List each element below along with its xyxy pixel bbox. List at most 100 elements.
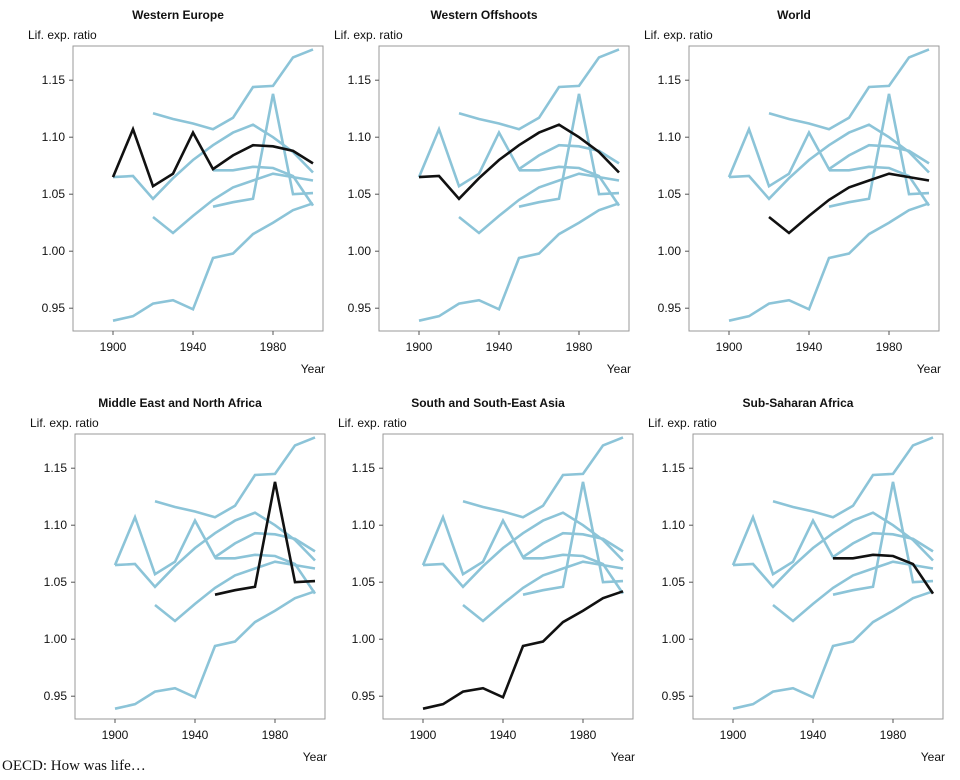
series-line <box>732 590 934 710</box>
x-tick-label: 1980 <box>260 340 287 354</box>
chart-svg: 0.95 1.00 1.05 1.10 1.15 1900 1940 1980 Year <box>658 45 941 376</box>
y-axis-label: Lif. exp. ratio <box>648 416 717 430</box>
series-line <box>112 123 314 201</box>
panel-title: World <box>777 8 811 22</box>
x-tick-label: 1900 <box>720 728 747 742</box>
x-axis-label: Year <box>301 362 325 376</box>
x-axis-label: Year <box>611 750 635 764</box>
panel-title: Western Europe <box>132 8 224 22</box>
series-line <box>772 436 934 519</box>
y-tick-label: 1.15 <box>348 73 372 87</box>
x-tick-label: 1900 <box>102 728 129 742</box>
y-tick-label: 1.05 <box>44 575 68 589</box>
y-axis-label: Lif. exp. ratio <box>334 28 403 42</box>
x-tick-label: 1940 <box>486 340 513 354</box>
y-tick-label: 1.15 <box>352 461 376 475</box>
x-axis-label: Year <box>607 362 631 376</box>
x-tick-label: 1900 <box>100 340 127 354</box>
highlighted-series-line <box>833 553 935 595</box>
y-tick-label: 0.95 <box>352 689 376 703</box>
x-tick-label: 1940 <box>800 728 827 742</box>
y-tick-label: 0.95 <box>44 689 68 703</box>
y-tick-label: 1.05 <box>658 187 682 201</box>
plot-area <box>382 433 634 720</box>
series-line <box>152 48 314 131</box>
y-axis-label: Lif. exp. ratio <box>30 416 99 430</box>
y-tick-label: 1.00 <box>658 244 682 258</box>
highlighted-series-line <box>111 125 314 189</box>
series-line <box>152 172 314 235</box>
series-line <box>462 560 624 623</box>
y-tick-label: 1.10 <box>348 130 372 144</box>
highlighted-series-line <box>418 123 620 201</box>
x-tick-label: 1900 <box>410 728 437 742</box>
panel-title: South and South-East Asia <box>411 396 565 410</box>
chart-svg: 0.95 1.00 1.05 1.10 1.15 1900 1940 1980 Year <box>44 433 327 764</box>
series-line <box>422 511 624 589</box>
y-tick-label: 1.10 <box>42 130 66 144</box>
series-line <box>522 481 624 596</box>
panel-title: Middle East and North Africa <box>98 396 262 410</box>
y-tick-label: 0.95 <box>42 301 66 315</box>
series-line <box>114 511 316 589</box>
series-line <box>832 481 934 596</box>
chart-panel-western-offshoots: Western Offshoots Lif. exp. ratio 0.95 1.… <box>334 8 634 378</box>
x-tick-label: 1900 <box>716 340 743 354</box>
series-line <box>154 560 316 623</box>
series-line <box>829 165 931 207</box>
chart-panel-south-southeast-asia: South and South-East Asia Lif. exp. rati… <box>338 396 638 766</box>
series-line <box>772 560 934 623</box>
y-tick-label: 1.05 <box>352 575 376 589</box>
x-axis-label: Year <box>921 750 945 764</box>
y-tick-label: 1.15 <box>658 73 682 87</box>
x-tick-label: 1980 <box>876 340 903 354</box>
series-line <box>732 511 934 589</box>
y-tick-label: 1.05 <box>662 575 686 589</box>
x-tick-label: 1940 <box>796 340 823 354</box>
series-line <box>462 436 624 519</box>
highlighted-series-line <box>214 481 316 596</box>
y-tick-label: 1.00 <box>352 632 376 646</box>
source-note: OECD: How was life… <box>2 758 146 774</box>
x-tick-label: 1980 <box>570 728 597 742</box>
panel-title: Western Offshoots <box>430 8 538 22</box>
chart-panel-middle-east-north-africa: Middle East and North Africa Lif. exp. r… <box>30 396 330 766</box>
series-line <box>458 172 620 235</box>
panel-title: Sub-Saharan Africa <box>742 396 854 410</box>
series-line <box>112 202 314 322</box>
series-line <box>728 123 930 201</box>
x-axis-label: Year <box>303 750 327 764</box>
y-axis-label: Lif. exp. ratio <box>28 28 97 42</box>
y-tick-label: 1.05 <box>348 187 372 201</box>
y-tick-label: 0.95 <box>348 301 372 315</box>
plot-area <box>378 45 630 332</box>
series-line <box>519 165 621 207</box>
x-axis-label: Year <box>917 362 941 376</box>
highlighted-series-line <box>422 590 624 710</box>
y-tick-label: 1.15 <box>44 461 68 475</box>
y-axis-label: Lif. exp. ratio <box>644 28 713 42</box>
series-line <box>518 93 620 208</box>
series-line <box>768 48 930 131</box>
series-line <box>523 553 625 595</box>
chart-panel-world: World Lif. exp. ratio 0.95 1.00 1.05 1.10 1.… <box>644 8 944 378</box>
y-tick-label: 1.00 <box>348 244 372 258</box>
series-line <box>728 202 930 322</box>
y-tick-label: 1.00 <box>42 244 66 258</box>
x-tick-label: 1940 <box>180 340 207 354</box>
chart-svg: 0.95 1.00 1.05 1.10 1.15 1900 1940 1980 Year <box>352 433 635 764</box>
plot-area <box>72 45 324 332</box>
chart-panel-sub-saharan-africa: Sub-Saharan Africa Lif. exp. ratio 0.95 1… <box>648 396 948 766</box>
x-tick-label: 1980 <box>880 728 907 742</box>
plot-area <box>692 433 944 720</box>
series-line <box>114 590 316 710</box>
y-tick-label: 1.10 <box>44 518 68 532</box>
series-line <box>418 202 620 322</box>
y-tick-label: 1.15 <box>42 73 66 87</box>
y-tick-label: 1.00 <box>662 632 686 646</box>
chart-panel-western-europe: Western Europe Lif. exp. ratio 0.95 1.00 1… <box>28 8 328 378</box>
series-line <box>154 436 316 519</box>
y-tick-label: 1.15 <box>662 461 686 475</box>
series-line <box>213 165 315 207</box>
y-tick-label: 0.95 <box>658 301 682 315</box>
